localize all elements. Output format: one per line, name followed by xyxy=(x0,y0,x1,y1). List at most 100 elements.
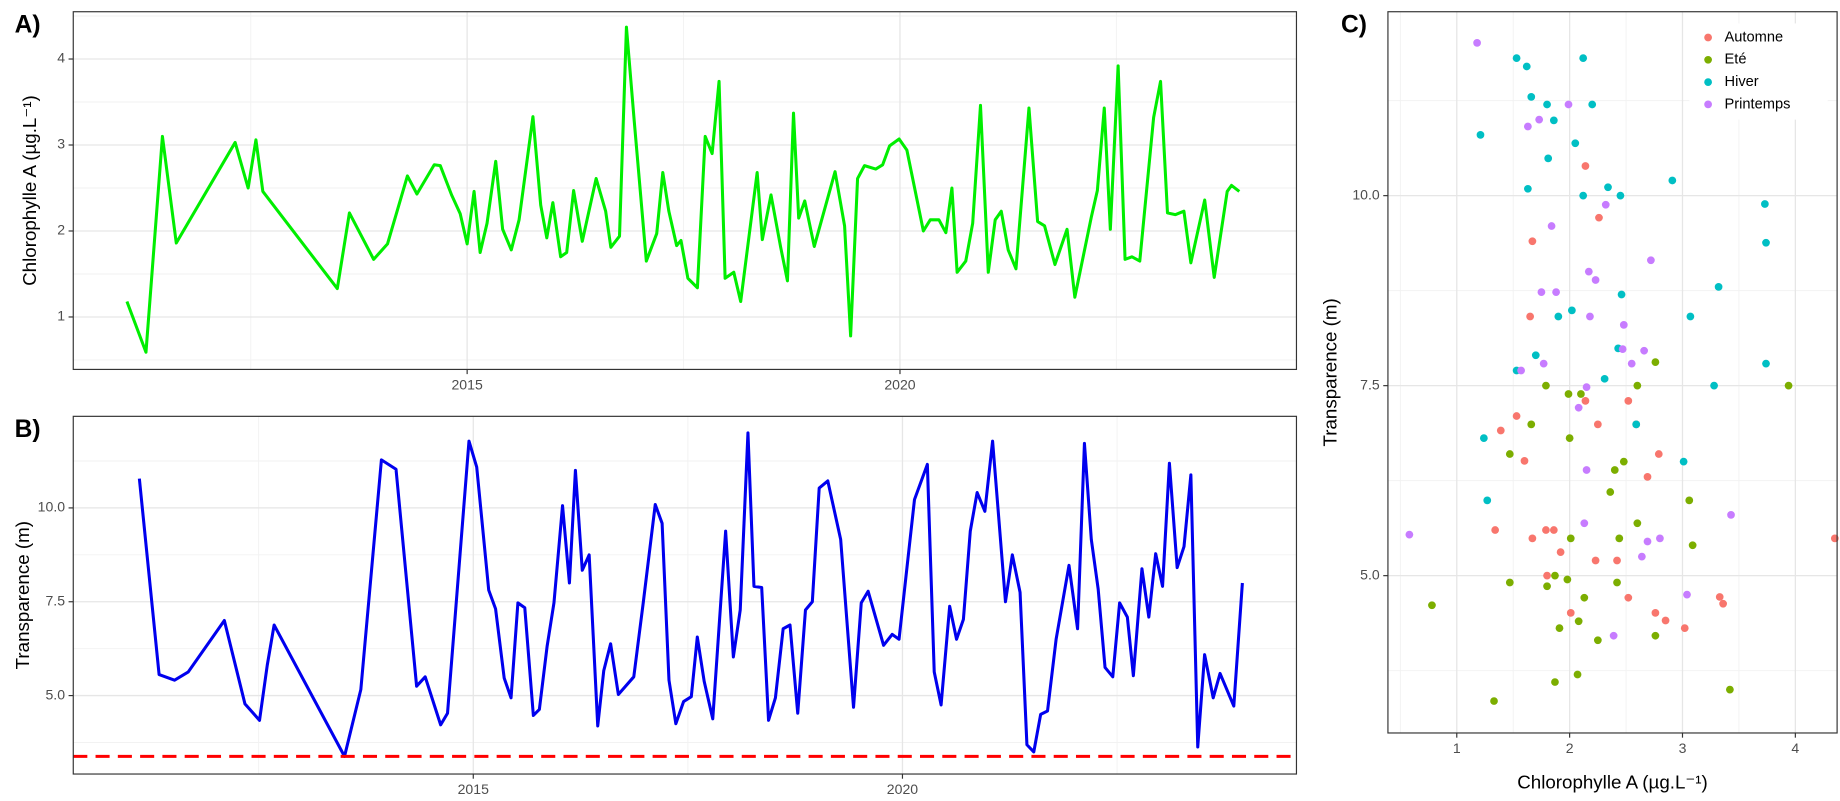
x-tick-label: 2015 xyxy=(451,377,482,393)
panel-background xyxy=(1387,11,1838,733)
data-point xyxy=(1517,366,1525,375)
data-point xyxy=(1686,312,1695,321)
data-point xyxy=(1565,434,1574,442)
data-point xyxy=(1609,631,1618,640)
data-point xyxy=(1476,130,1485,139)
data-point xyxy=(1619,320,1628,329)
legend-label: Automne xyxy=(1725,29,1784,45)
data-point xyxy=(1679,457,1688,466)
legend-background xyxy=(1689,23,1828,120)
data-point xyxy=(1762,238,1770,247)
data-point xyxy=(1584,267,1593,276)
data-point xyxy=(1580,593,1589,602)
data-point xyxy=(1566,609,1575,617)
y-tick-label: 10.0 xyxy=(38,499,66,515)
data-point xyxy=(1568,306,1576,315)
data-point xyxy=(1654,450,1663,458)
panel-border xyxy=(1387,11,1838,734)
data-point xyxy=(1606,488,1615,496)
data-point xyxy=(1542,526,1550,534)
data-point xyxy=(1762,359,1770,368)
legend-key xyxy=(1704,55,1712,64)
data-point xyxy=(1688,541,1697,550)
data-point xyxy=(1528,237,1537,246)
panel-background xyxy=(73,416,1297,775)
panel: 2015 2020 1 2 3 4 Chlorophylle A (µg.L⁻¹) A) xyxy=(15,11,1298,393)
panel: 1 2 3 4 5.0 7.5 10.0 Automne Eté Hiver Printemps Ch… xyxy=(1320,11,1839,792)
x-tick-label: 2020 xyxy=(887,781,918,797)
data-point xyxy=(1668,176,1677,185)
data-point xyxy=(1624,593,1633,602)
data-point xyxy=(1574,403,1583,412)
data-point xyxy=(1651,358,1660,366)
data-point xyxy=(1715,593,1724,601)
data-point xyxy=(1549,526,1558,534)
y-tick-label: 7.5 xyxy=(45,592,65,608)
data-point xyxy=(1526,312,1535,321)
legend-key xyxy=(1704,78,1712,86)
data-point xyxy=(1640,346,1648,355)
data-point xyxy=(1683,590,1691,599)
data-point xyxy=(1726,685,1734,694)
data-point xyxy=(1547,222,1556,230)
data-point xyxy=(1591,556,1600,565)
data-point xyxy=(1643,537,1652,546)
data-point xyxy=(1637,552,1646,561)
data-point xyxy=(1524,122,1532,131)
data-point xyxy=(1539,359,1548,368)
legend-key xyxy=(1704,33,1712,42)
x-tick-label: 1 xyxy=(1453,740,1461,756)
panel-border xyxy=(72,415,1298,775)
data-point xyxy=(1542,381,1550,390)
data-point xyxy=(1554,312,1563,321)
data-point xyxy=(1524,184,1532,193)
data-point xyxy=(1633,381,1642,390)
data-point xyxy=(1544,154,1553,163)
panel-tag: C) xyxy=(1341,11,1367,38)
data-point xyxy=(1579,191,1588,200)
data-point xyxy=(1784,381,1793,390)
data-point xyxy=(1483,496,1492,505)
data-point xyxy=(1643,472,1652,481)
data-point xyxy=(1505,450,1514,458)
x-axis-title: Chlorophylle A (µg.L⁻¹) xyxy=(1517,771,1708,792)
data-point xyxy=(1651,631,1660,640)
legend-label: Eté xyxy=(1725,52,1747,68)
data-point xyxy=(1727,510,1735,519)
data-point xyxy=(1600,374,1609,383)
data-point xyxy=(1428,601,1436,610)
data-point xyxy=(1581,396,1590,405)
data-point xyxy=(1633,519,1642,528)
panel: 2015 2020 5.0 7.5 10.0 Transparence (m) B) xyxy=(12,415,1298,797)
data-point xyxy=(1577,390,1585,398)
y-tick-label: 5.0 xyxy=(1360,566,1380,582)
y-axis-title: Transparence (m) xyxy=(12,521,33,669)
data-line xyxy=(137,431,1244,758)
data-point xyxy=(1647,256,1655,265)
data-point xyxy=(1685,496,1694,505)
data-point xyxy=(1479,434,1488,442)
data-line xyxy=(125,25,1241,354)
data-point xyxy=(1593,420,1602,429)
data-point xyxy=(1556,548,1565,556)
data-point xyxy=(1473,39,1481,47)
data-point xyxy=(1761,200,1769,208)
data-point xyxy=(1582,466,1591,474)
data-point xyxy=(1543,582,1551,591)
x-tick-label: 2015 xyxy=(458,781,489,797)
data-point xyxy=(1593,636,1602,645)
data-point xyxy=(1512,54,1521,62)
panel-border xyxy=(72,11,1298,371)
data-point xyxy=(1512,412,1521,420)
data-point xyxy=(1527,92,1536,101)
data-point xyxy=(1651,609,1660,617)
data-point xyxy=(1543,571,1551,580)
data-point xyxy=(1574,617,1583,626)
data-point xyxy=(1624,396,1633,405)
data-point xyxy=(1579,54,1588,62)
data-point xyxy=(1528,534,1537,543)
data-point xyxy=(1564,100,1573,109)
data-point xyxy=(1591,276,1600,284)
data-point xyxy=(1491,526,1500,534)
